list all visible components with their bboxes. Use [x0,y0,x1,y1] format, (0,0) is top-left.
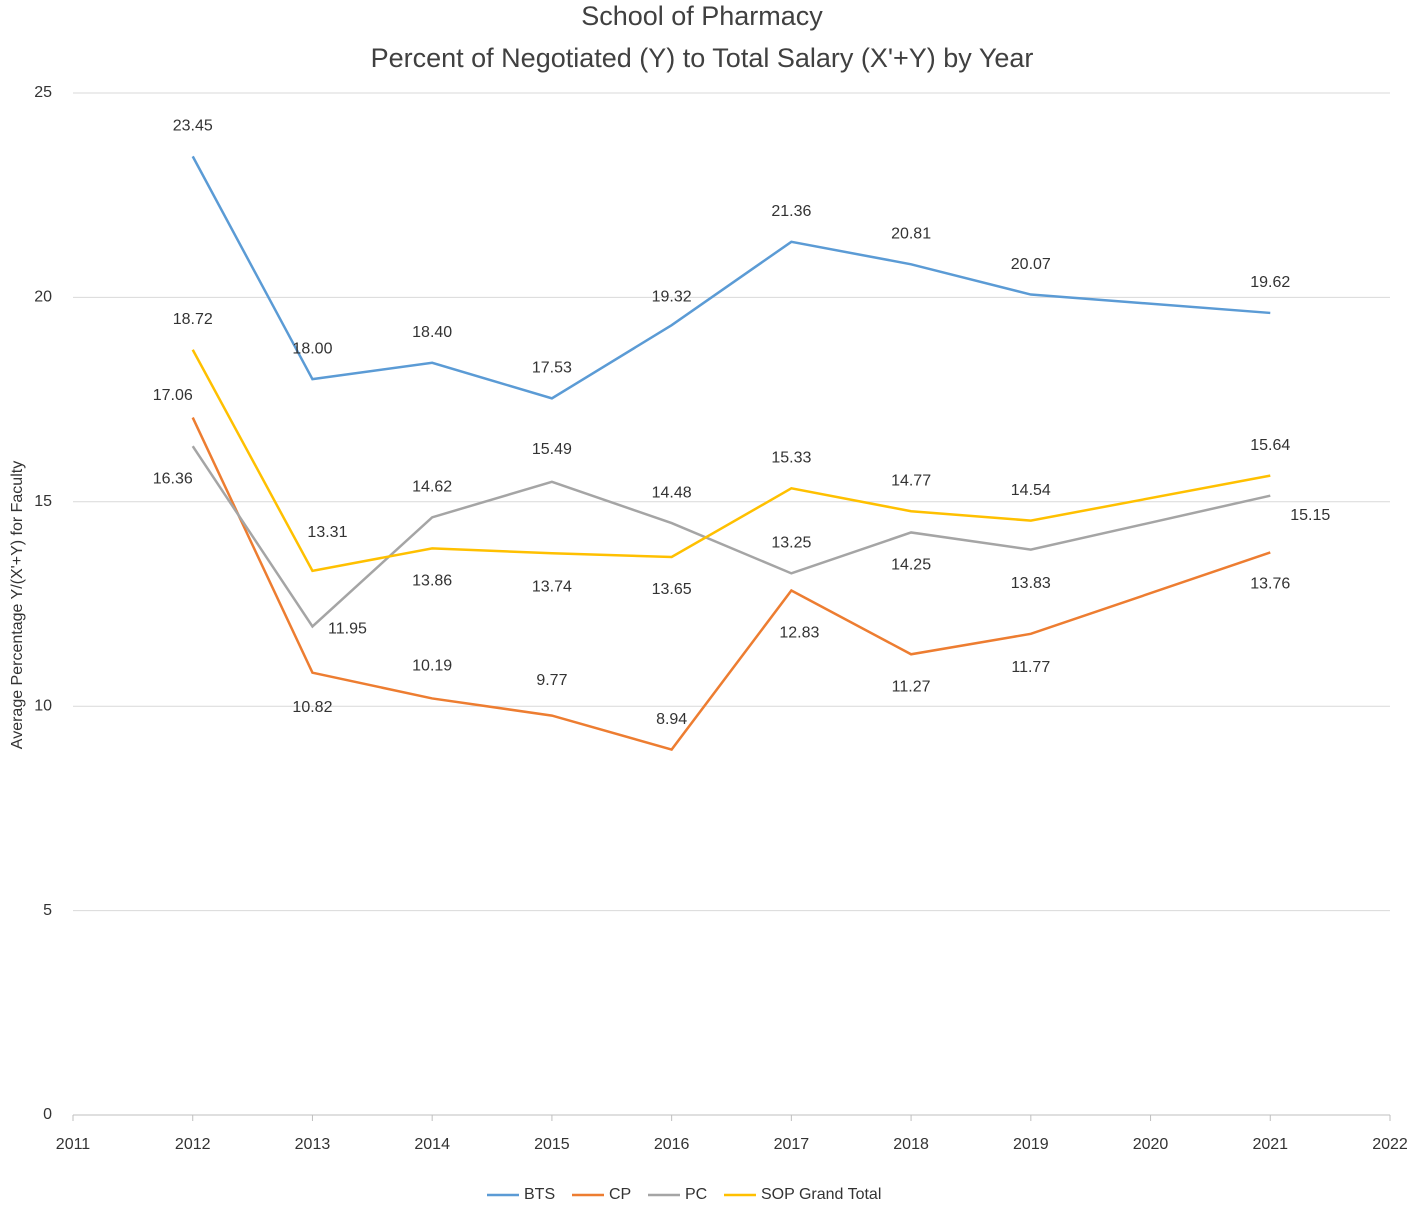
x-tick-label: 2018 [893,1136,929,1153]
x-tick-label: 2013 [295,1136,331,1153]
data-label: 13.76 [1250,576,1290,593]
data-label: 12.83 [779,625,819,642]
y-axis-label: Average Percentage Y/(X'+Y) for Faculty [9,461,26,749]
data-label: 13.25 [771,535,811,552]
data-label: 13.65 [652,581,692,598]
data-label: 13.74 [532,579,572,596]
data-label: 8.94 [656,711,687,728]
data-label: 14.77 [891,472,931,489]
data-label: 11.27 [892,679,931,696]
data-label: 10.82 [292,699,332,716]
data-label: 15.49 [532,441,572,458]
series-line [191,349,1271,573]
data-label: 20.81 [891,226,931,243]
data-label: 18.72 [173,311,213,328]
x-tick-label: 2015 [534,1136,570,1153]
data-label: 14.62 [412,479,452,496]
x-tick-label: 2019 [1013,1136,1049,1153]
y-tick-label: 20 [34,289,52,306]
y-tick-label: 10 [34,697,52,714]
x-tick-label: 2014 [414,1136,450,1153]
data-label: 15.15 [1290,507,1330,524]
data-label: 16.36 [153,470,193,487]
data-label: 18.00 [292,340,332,357]
data-label: 20.07 [1011,256,1051,273]
legend-label: BTS [524,1186,555,1203]
y-tick-label: 0 [43,1106,52,1123]
data-label: 14.48 [652,484,692,501]
y-tick-label: 25 [34,84,52,101]
data-label: 14.25 [891,557,931,574]
data-label: 17.53 [532,360,572,377]
data-label: 11.95 [328,621,367,638]
legend-label: PC [685,1186,707,1203]
series-line [191,155,1271,400]
series-line [191,445,1271,629]
data-label: 13.31 [307,524,347,541]
chart-subtitle: Percent of Negotiated (Y) to Total Salar… [371,43,1034,73]
data-label: 23.45 [173,118,213,135]
x-tick-label: 2020 [1133,1136,1169,1153]
x-tick-label: 2021 [1252,1136,1288,1153]
data-label: 13.86 [412,573,452,590]
data-label: 18.40 [412,324,452,341]
x-tick-label: 2011 [56,1136,91,1153]
x-tick-label: 2016 [654,1136,690,1153]
chart-title: School of Pharmacy [581,1,823,31]
legend-label: SOP Grand Total [761,1186,881,1203]
data-label: 11.77 [1011,659,1050,676]
data-label: 13.83 [1011,575,1051,592]
legend-label: CP [609,1186,631,1203]
series-line [191,417,1271,751]
x-tick-label: 2017 [774,1136,810,1153]
data-label: 15.33 [771,450,811,467]
x-tick-label: 2012 [175,1136,211,1153]
legend: BTS CP PC SOP Grand Total [487,1186,881,1203]
data-label: 14.54 [1011,482,1051,499]
data-label: 9.77 [536,672,567,689]
x-tick-label: 2022 [1372,1136,1408,1153]
data-label: 19.32 [652,288,692,305]
y-tick-label: 15 [34,493,52,510]
data-label: 19.62 [1250,274,1290,291]
data-label: 17.06 [153,387,193,404]
data-label: 21.36 [771,203,811,220]
y-tick-label: 5 [43,902,52,919]
data-label: 15.64 [1250,437,1290,454]
data-label: 10.19 [412,658,452,675]
